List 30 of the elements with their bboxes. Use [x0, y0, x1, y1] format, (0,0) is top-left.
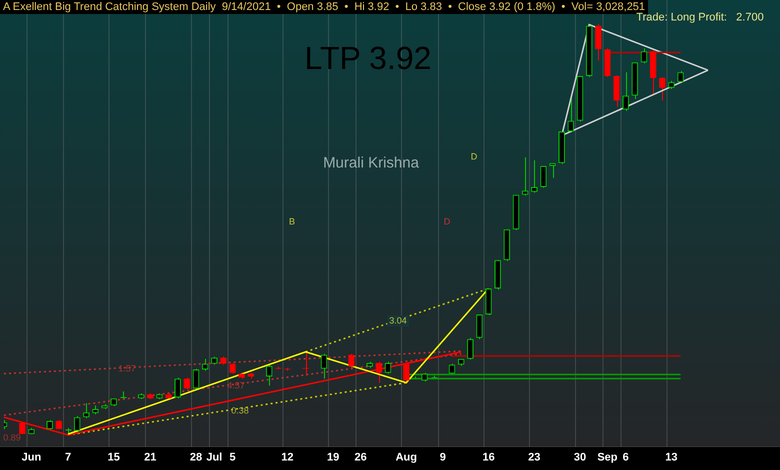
x-tick-label: Sep — [597, 451, 618, 464]
x-tick-label: 28 — [190, 451, 202, 464]
annotation: 0.89 — [3, 432, 21, 442]
x-tick-label: 26 — [354, 451, 367, 464]
x-tick-label: 30 — [574, 451, 586, 464]
annotation: LTP 3.92 — [304, 40, 432, 76]
x-tick-label: 9 — [440, 451, 446, 464]
x-tick-label: Aug — [396, 451, 417, 464]
x-tick-label: 7 — [64, 451, 72, 464]
x-tick-label: 21 — [144, 451, 156, 464]
annotation: B — [288, 216, 296, 226]
annotation: Murali Krishna — [323, 154, 419, 172]
x-tick-label: 13 — [665, 451, 678, 464]
x-tick-label: 23 — [528, 451, 540, 464]
x-tick-label: 5 — [230, 451, 236, 464]
x-tick-label: 19 — [327, 451, 340, 464]
x-tick-label: Jul — [206, 451, 222, 464]
annotation: 4.57 — [227, 380, 245, 390]
annotation: D — [444, 216, 450, 226]
annotation: 0.38 — [231, 406, 249, 416]
x-tick-label: 16 — [482, 451, 495, 464]
chart-title: A Exellent Big Trend Catching System Daily 9/14/2021 • Open 3.85 • Hi 3.92 • Lo 3.83 • Close 3.92 (0 1.8%) • Vol= 3,028,251 — [0, 0, 648, 14]
annotation: 3.04 — [387, 316, 409, 326]
annotation: 1.57 — [118, 364, 136, 374]
annotation: D — [470, 152, 478, 162]
text: Trade: Long Profit: 2.700 — [636, 12, 764, 24]
x-tick-label: Jun — [22, 451, 42, 464]
x-tick-label: 15 — [108, 451, 120, 464]
x-tick-label: 12 — [281, 451, 294, 464]
x-tick-label: 6 — [622, 451, 629, 464]
